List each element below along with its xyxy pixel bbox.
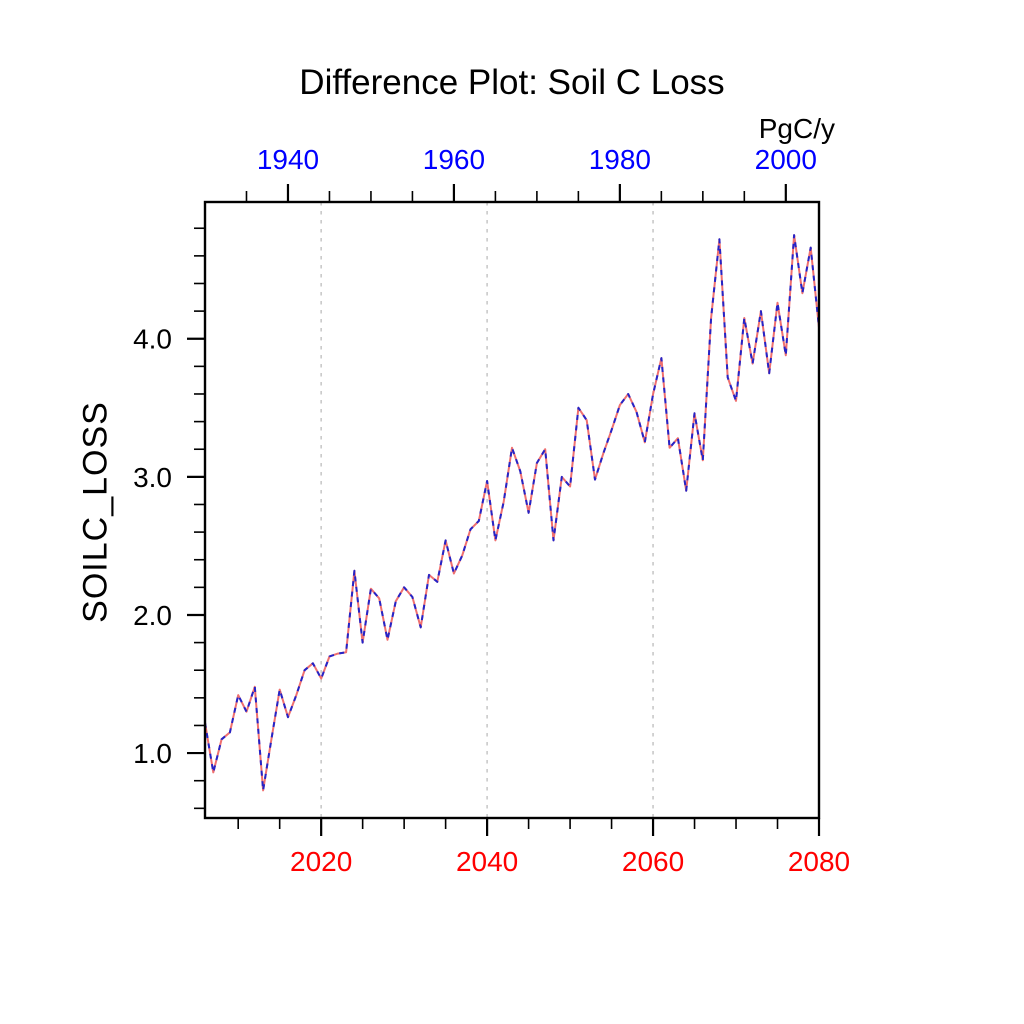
bottom-tick-labels-group: 2020 2040 2060 2080 — [290, 846, 850, 877]
bottom-tick-label: 2080 — [788, 846, 850, 877]
axis-ticks-group — [187, 184, 821, 836]
top-tick-label: 1960 — [423, 144, 485, 175]
left-tick-label: 1.0 — [133, 738, 172, 769]
bottom-tick-label: 2060 — [622, 846, 684, 877]
chart-title: Difference Plot: Soil C Loss — [299, 63, 725, 102]
gridlines-group — [320, 202, 654, 818]
series-group — [204, 234, 820, 792]
left-tick-label: 4.0 — [133, 324, 172, 355]
plot-border — [203, 200, 821, 820]
left-tick-label: 2.0 — [133, 600, 172, 631]
top-tick-labels-group: 1940 1960 1980 2000 — [257, 144, 817, 175]
plot-border-group — [203, 200, 821, 820]
bottom-tick-label: 2040 — [456, 846, 518, 877]
top-tick-label: 2000 — [755, 144, 817, 175]
series-line-dash-overlay — [204, 234, 820, 792]
left-tick-labels-group: 1.0 2.0 3.0 4.0 — [133, 324, 172, 769]
top-tick-label: 1940 — [257, 144, 319, 175]
unit-label: PgC/y — [758, 113, 835, 144]
series-line-base — [204, 234, 820, 792]
left-tick-label: 3.0 — [133, 462, 172, 493]
bottom-tick-label: 2020 — [290, 846, 352, 877]
top-tick-label: 1980 — [589, 144, 651, 175]
